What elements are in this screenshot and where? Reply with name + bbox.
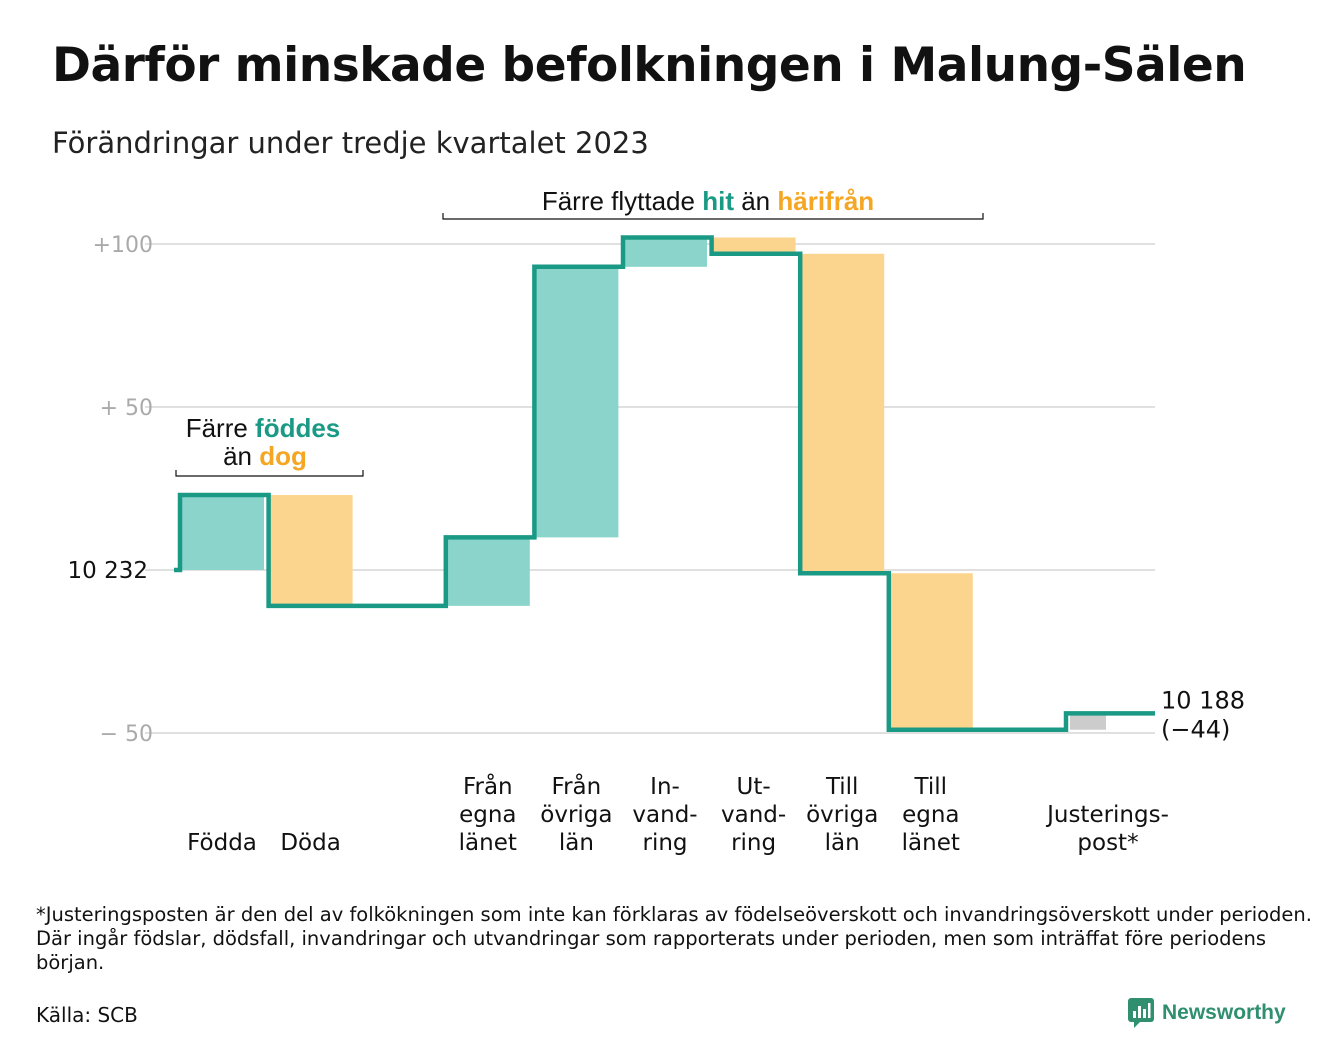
- annotation-migration: Färre flyttade hit än härifrån: [542, 186, 874, 216]
- population-step-line: [174, 235, 1155, 732]
- annotation-bracket-migration: [442, 213, 984, 220]
- y-tick-label: +100: [93, 233, 153, 258]
- y-tick-label: + 50: [100, 396, 153, 421]
- bar-invandring: [623, 237, 707, 267]
- bar-födda: [180, 495, 264, 570]
- category-label: Födda: [187, 830, 257, 856]
- category-label: egna: [459, 802, 516, 828]
- chart-title: Därför minskade befolkningen i Malung-Sä…: [52, 38, 1247, 93]
- category-label: vand-: [632, 802, 697, 828]
- category-label: egna: [902, 802, 959, 828]
- annotation-bracket-births: [175, 470, 364, 477]
- y-tick-label: − 50: [100, 722, 153, 747]
- category-label: post*: [1077, 830, 1138, 856]
- category-label: övriga: [540, 802, 612, 828]
- bars: [180, 237, 1106, 730]
- bar-till-egna-länet: [888, 573, 973, 730]
- bar-till-övriga-län: [800, 253, 885, 574]
- category-label: Från: [552, 772, 602, 800]
- category-label: län: [559, 830, 594, 856]
- end-value-label: 10 188: [1161, 686, 1245, 714]
- start-value-label: 10 232: [68, 558, 148, 584]
- footnote: *Justeringsposten är den del av folkökni…: [36, 903, 1312, 974]
- annotation-births-line2: än dog: [223, 441, 307, 471]
- bar-döda: [268, 495, 353, 606]
- category-label: ring: [731, 830, 776, 856]
- bar-justeringspost-: [1070, 713, 1106, 730]
- category-label: Justerings-: [1045, 802, 1169, 828]
- category-label: Till: [825, 774, 859, 800]
- category-label: länet: [459, 830, 517, 856]
- end-change-label: (−44): [1161, 715, 1230, 743]
- bar-från-egna-länet: [445, 537, 530, 606]
- brand-name: Newsworthy: [1162, 1001, 1286, 1024]
- category-label: Ut-: [737, 774, 771, 800]
- brand-logo: Newsworthy: [1128, 996, 1286, 1030]
- category-label: In-: [650, 774, 680, 800]
- category-label: länet: [902, 830, 960, 856]
- source-label: Källa: SCB: [36, 1003, 138, 1027]
- category-label: ring: [642, 830, 687, 856]
- category-label: Från: [463, 772, 513, 800]
- category-label: övriga: [806, 802, 878, 828]
- annotation-births-line1: Färre föddes: [186, 413, 341, 443]
- newsworthy-logo-icon: [1128, 998, 1154, 1028]
- category-label: Till: [914, 774, 948, 800]
- bar-utvandring: [711, 237, 796, 254]
- chart-subtitle: Förändringar under tredje kvartalet 2023: [52, 126, 649, 160]
- category-label: län: [825, 830, 860, 856]
- category-label: Döda: [280, 830, 340, 856]
- bar-från-övriga-län: [534, 266, 619, 538]
- category-label: vand-: [721, 802, 786, 828]
